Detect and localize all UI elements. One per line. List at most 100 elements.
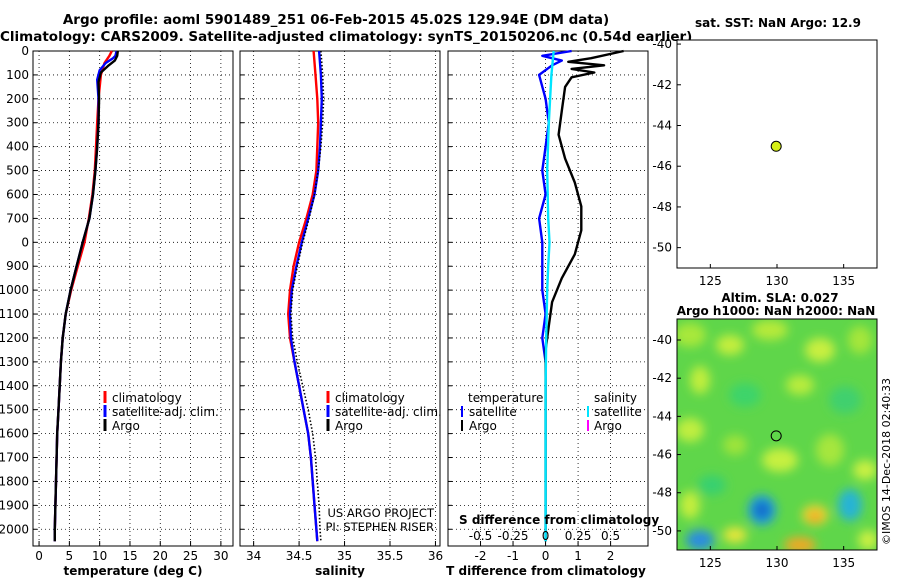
x-tick-label: 34 [246,549,261,563]
legend-label-climatology: climatology [112,391,182,405]
legend-label-sal-argo: Argo [594,419,622,433]
sla-map-subtitle: Argo h1000: NaN h2000: NaN [677,304,876,318]
salinity-series [287,50,325,542]
sst-map-marks [770,140,782,152]
map-y-tick-label: -50 [652,241,672,255]
salinity-axes-frame [239,50,441,547]
x-tick-label: 36 [428,549,443,563]
map-y-tick-label: -40 [652,37,672,51]
pi-credit: PI: STEPHEN RISER [326,520,435,534]
project-credit: US ARGO PROJECT [327,506,435,520]
figure-title-line-1: Argo profile: aoml 5901489_251 06-Feb-20… [62,12,610,28]
y-tick-label: 1000 [0,283,29,297]
y-tick-label: 600 [6,187,29,201]
sst-map-frame [676,39,878,269]
series-line-argo [290,50,325,542]
map-y-tick-label: -42 [652,371,672,385]
map-y-tick-label: -40 [652,333,672,347]
temperature-series [53,50,119,542]
map-x-tick-label: 125 [699,274,722,288]
x-tick-label: -1 [507,549,519,563]
t-difference-label: T difference from climatology [446,564,646,578]
legend-label-argo: Argo [335,419,363,433]
x-tick-label: 10 [92,549,107,563]
x-tick-label: 5 [66,549,74,563]
y-tick-label: 1700 [0,451,29,465]
x-tick-label: 25 [183,549,198,563]
imos-credit: ©IMOS 14-Dec-2018 02:40:33 [880,378,893,545]
x-tick-label: 0 [542,549,550,563]
sla-map-panel: Altim. SLA: 0.027 Argo h1000: NaN h2000:… [652,291,893,570]
y-tick-label: 0 [21,235,29,249]
legend-label-temp-satellite: satellite [469,405,517,419]
y-tick-label: 1300 [0,355,29,369]
map-y-tick-label: -44 [652,119,672,133]
map-y-tick-label: -50 [652,524,672,538]
legend-label-sal-satellite: satellite [594,405,642,419]
y-tick-label: 200 [6,92,29,106]
temperature-x-ticks: 0 5 10 15 20 25 30 [35,541,229,563]
y-tick-label: 1200 [0,331,29,345]
salinity-x-label: salinity [315,564,365,578]
y-tick-label: 1400 [0,379,29,393]
y-tick-label: 0 [21,44,29,58]
legend-title-salinity: salinity [594,391,637,405]
legend-label-satellite: satellite-adj. clim. [335,405,442,419]
temperature-x-label: temperature (deg C) [64,564,203,578]
temperature-legend: climatology satellite-adj. clim. Argo [103,391,219,433]
salinity-x-ticks: 34 34.5 35 35.5 36 [246,541,443,563]
s-difference-tick-label: -0.5 [469,529,492,543]
map-x-tick-label: 135 [832,556,855,570]
y-tick-label: 500 [6,164,29,178]
y-tick-label: 2000 [0,522,29,536]
map-y-tick-label: -46 [652,448,672,462]
s-difference-tick-label: 0 [542,529,550,543]
y-tick-label: 300 [6,116,29,130]
y-tick-label: 1100 [0,307,29,321]
temperature-y-ticks: 0 100 200 300 400 500 600 700 0 900 1000 1100 1200 13… [0,44,29,536]
map-x-tick-label: 130 [766,556,789,570]
difference-legend: temperature satellite Argo salinity sate… [461,391,642,433]
sla-map-ticks: 125 130 135 -40 -42 -44 -46 -48 -50 [652,333,855,570]
x-tick-label: 15 [122,549,137,563]
s-difference-tick-label: 0.25 [565,529,592,543]
y-tick-label: 400 [6,140,29,154]
map-y-tick-label: -44 [652,409,672,423]
temperature-axes-frame [32,50,234,547]
s-difference-tick-label: -0.25 [498,529,529,543]
temperature-panel: 0 5 10 15 20 25 30 0 100 200 300 400 500 600 700 0 900 1… [0,44,234,578]
x-tick-label: -2 [475,549,487,563]
legend-label-temp-argo: Argo [469,419,497,433]
sla-map-title: Altim. SLA: 0.027 [721,291,838,305]
x-tick-label: 1 [574,549,582,563]
legend-title-temperature: temperature [468,391,543,405]
y-tick-label: 1900 [0,498,29,512]
s-difference-tick-labels: -0.5 -0.25 0 0.25 0.5 [469,529,620,543]
s-difference-label: S difference from climatology [459,513,659,527]
sst-map-ticks: 125 130 135 -40 -42 -44 -46 -48 -50 [652,37,855,288]
map-y-tick-label: -46 [652,159,672,173]
map-y-tick-label: -42 [652,78,672,92]
y-tick-label: 700 [6,211,29,225]
x-tick-label: 35 [337,549,352,563]
x-tick-label: 20 [153,549,168,563]
legend-label-argo: Argo [112,419,140,433]
salinity-grid [240,50,440,546]
x-tick-label: 0 [35,549,43,563]
difference-panel: -2 -1 0 1 2 S difference from climatology -0… [446,49,659,578]
x-tick-label: 34.5 [286,549,313,563]
x-tick-label: 35.5 [377,549,404,563]
y-tick-label: 1800 [0,474,29,488]
legend-label-climatology: climatology [335,391,405,405]
sst-map-panel: sat. SST: NaN Argo: 12.9 125 130 135 -40 -42… [652,16,878,288]
difference-series [537,49,624,542]
series-line-argo [53,50,119,542]
map-y-tick-label: -48 [652,486,672,500]
map-y-tick-label: -48 [652,200,672,214]
difference-x-ticks: -2 -1 0 1 2 [475,541,615,563]
x-tick-label: 2 [607,549,615,563]
y-tick-label: 100 [6,68,29,82]
argo-position-marker [770,140,782,152]
x-tick-label: 30 [213,549,228,563]
